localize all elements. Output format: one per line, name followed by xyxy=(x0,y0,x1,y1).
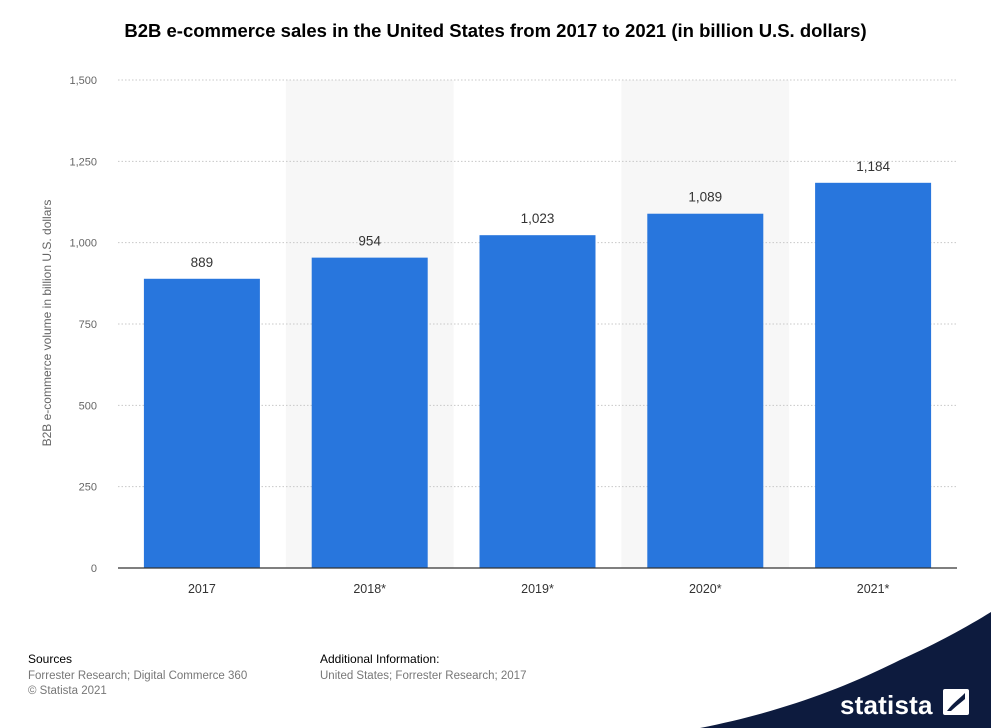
copyright-text[interactable]: © Statista 2021 xyxy=(28,685,107,697)
sources-heading: Sources xyxy=(28,652,73,666)
y-axis-ticks: 0 250 500 750 1,000 1,250 1,500 xyxy=(69,75,97,575)
y-tick-label: 1,500 xyxy=(69,75,97,87)
x-axis-ticks: 2017 2018* 2019* 2020* 2021* xyxy=(188,582,890,596)
value-label: 1,089 xyxy=(688,190,722,205)
bar-2020*[interactable] xyxy=(647,213,764,568)
chart-title: B2B e-commerce sales in the United State… xyxy=(124,20,867,41)
x-tick-label: 2017 xyxy=(188,582,216,596)
bar-2019*[interactable] xyxy=(479,235,596,568)
y-tick-label: 1,000 xyxy=(69,238,97,250)
bars xyxy=(143,182,932,568)
y-tick-label: 0 xyxy=(91,563,97,575)
y-tick-label: 750 xyxy=(79,319,97,331)
statista-logo-mark-icon xyxy=(943,689,969,715)
value-label: 954 xyxy=(358,234,381,249)
y-tick-label: 250 xyxy=(79,482,97,494)
statista-logo-text[interactable]: statista xyxy=(840,690,933,720)
additional-info-heading: Additional Information: xyxy=(320,652,440,666)
bar-2021*[interactable] xyxy=(815,182,932,568)
value-label: 1,184 xyxy=(856,159,890,174)
x-tick-label: 2019* xyxy=(521,582,554,596)
value-label: 1,023 xyxy=(521,211,555,226)
additional-info-text: United States; Forrester Research; 2017 xyxy=(320,670,527,682)
y-tick-label: 500 xyxy=(79,400,97,412)
value-label: 889 xyxy=(191,255,214,270)
y-tick-label: 1,250 xyxy=(69,156,97,168)
x-tick-label: 2018* xyxy=(353,582,386,596)
sources-text: Forrester Research; Digital Commerce 360 xyxy=(28,670,248,682)
x-tick-label: 2021* xyxy=(857,582,890,596)
bar-2017[interactable] xyxy=(143,278,260,568)
value-labels: 889 954 1,023 1,089 1,184 xyxy=(191,159,891,270)
bar-2018*[interactable] xyxy=(311,257,428,568)
x-tick-label: 2020* xyxy=(689,582,722,596)
